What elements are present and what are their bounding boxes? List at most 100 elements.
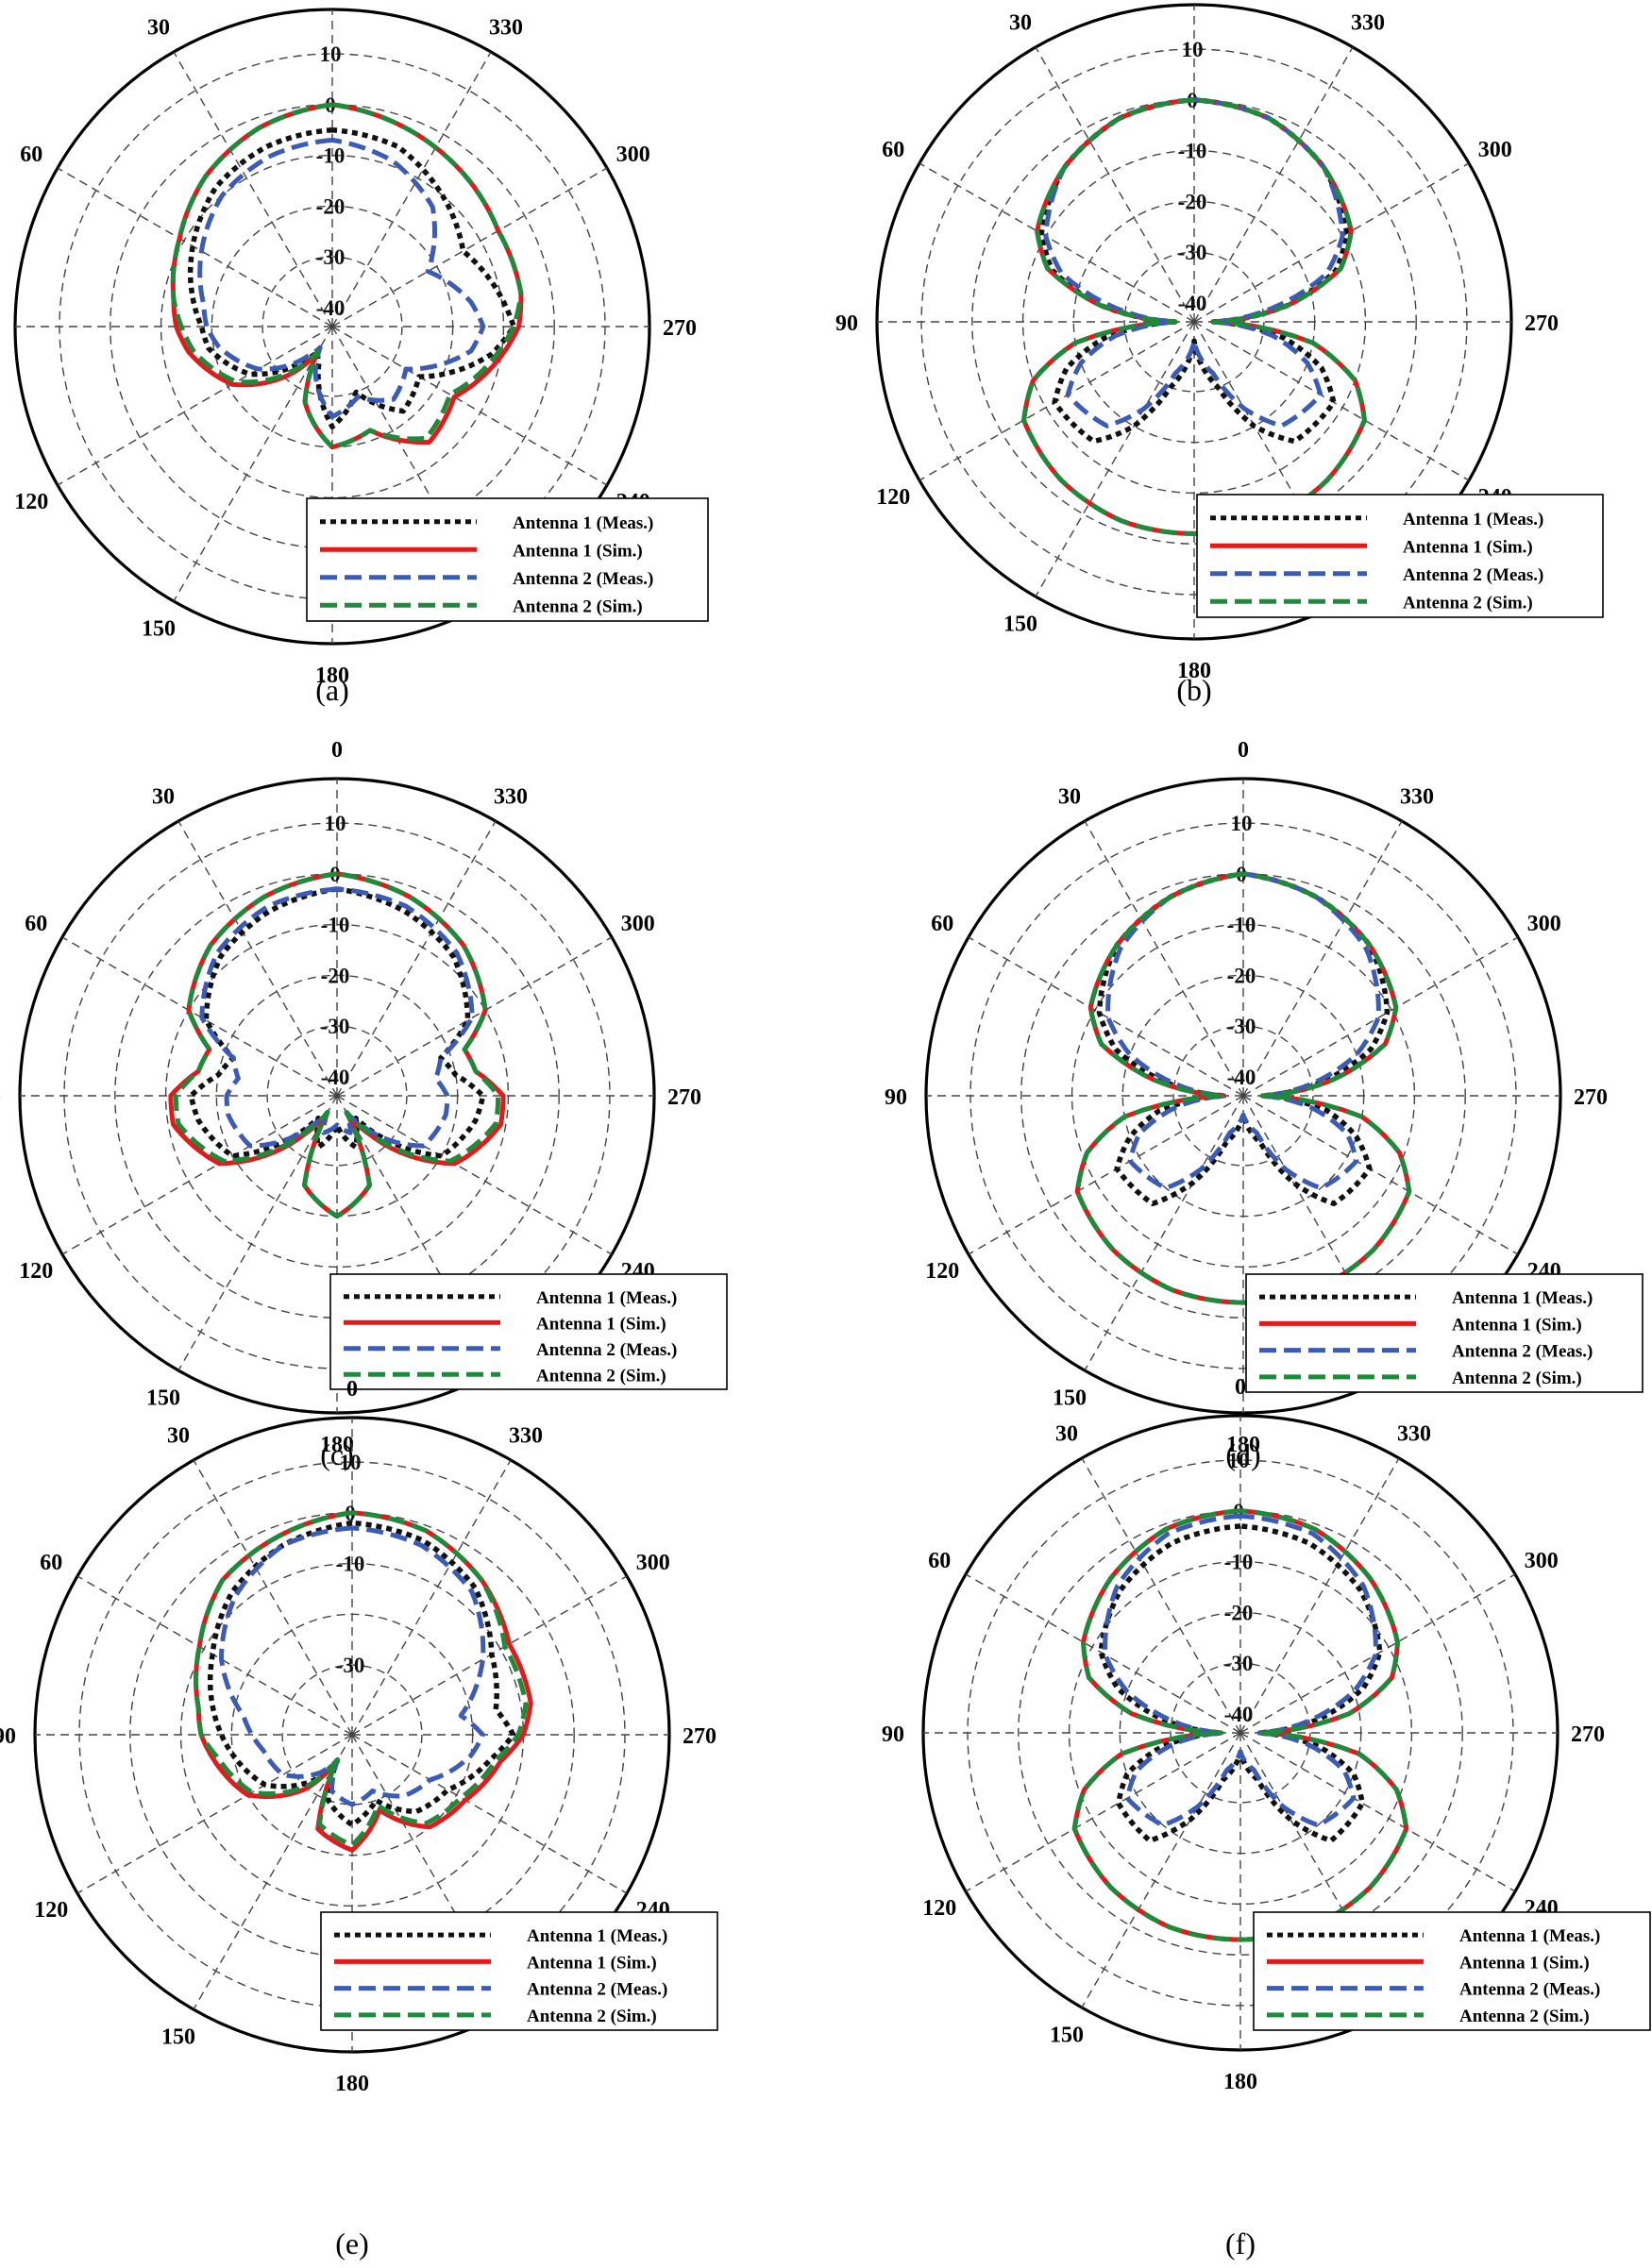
grid-spoke — [1084, 820, 1244, 1097]
grid-spoke — [1193, 46, 1354, 323]
legend: Antenna 1 (Meas.) Antenna 1 (Sim.) Antenna… — [1253, 1911, 1651, 2031]
angle-tick-label: 330 — [489, 15, 523, 40]
grid-spoke — [968, 936, 1244, 1097]
legend-label: Antenna 2 (Meas.) — [1403, 565, 1543, 585]
angle-tick-label: 180 — [335, 2072, 369, 2096]
angle-tick-label: 270 — [1571, 1722, 1605, 1747]
legend-label: Antenna 2 (Sim.) — [1452, 1369, 1582, 1388]
grid-circle — [129, 1512, 575, 1957]
angle-tick-label: 150 — [1053, 1386, 1087, 1411]
angle-tick-label: 300 — [616, 143, 650, 167]
grid-spoke — [1239, 1732, 1400, 2008]
angle-tick-label: 30 — [167, 1423, 190, 1448]
legend-label: Antenna 2 (Meas.) — [1459, 1980, 1600, 2000]
radial-tick-label: -30 — [1224, 1652, 1254, 1675]
radial-tick-label: -10 — [1224, 1551, 1254, 1574]
grid-spoke — [1239, 1732, 1516, 1892]
radial-tick-label: 10 — [320, 42, 342, 66]
grid-spoke — [1242, 820, 1403, 1097]
series-line-antenna-2-sim — [1071, 1508, 1409, 1942]
angle-tick-label: 60 — [882, 138, 904, 162]
polar-chart-5: 0306090120150180240270300330100-10-30Ant… — [0, 1377, 718, 2260]
radial-tick-label: -20 — [1178, 190, 1207, 213]
grid-spoke — [57, 326, 333, 486]
radial-tick-label: -20 — [321, 964, 350, 987]
grid-circle — [1172, 1025, 1314, 1167]
angle-tick-label: 180 — [1177, 659, 1211, 683]
grid-circle — [261, 256, 403, 397]
radial-tick-label: -10 — [336, 1553, 365, 1576]
series-line-antenna-1-meas — [1038, 97, 1350, 445]
polar-chart-1: 0306090120150180240270300330100-10-20-30… — [13, 8, 709, 707]
grid-spoke — [1081, 1732, 1241, 2008]
angle-tick-label: 150 — [146, 1386, 180, 1411]
angle-tick-label: 0 — [1238, 738, 1249, 763]
radial-tick-label: -30 — [1227, 1015, 1256, 1038]
legend-label: Antenna 2 (Sim.) — [527, 2007, 657, 2026]
grid-circle — [266, 1025, 408, 1167]
grid-spoke — [193, 1459, 353, 1736]
angle-tick-label: 270 — [667, 1085, 701, 1110]
angle-tick-label: 120 — [34, 1898, 68, 1923]
radial-tick-label: -40 — [1227, 1066, 1256, 1089]
legend-label: Antenna 1 (Sim.) — [513, 541, 643, 561]
angle-tick-label: 60 — [25, 912, 47, 936]
angle-tick-label: 180 — [1223, 2070, 1257, 2094]
grid-spoke — [177, 1095, 338, 1371]
legend-label: Antenna 2 (Meas.) — [1452, 1342, 1593, 1362]
radial-tick-label: -20 — [1224, 1601, 1254, 1624]
legend-label: Antenna 1 (Meas.) — [1459, 1926, 1600, 1946]
grid-spoke — [968, 1095, 1244, 1255]
radial-tick-label: -40 — [1224, 1703, 1254, 1726]
grid-spoke — [351, 1734, 512, 2010]
series-line-antenna-2-meas — [1103, 1513, 1378, 1828]
angle-tick-label: 330 — [509, 1423, 543, 1448]
angle-tick-label: 150 — [1050, 2024, 1084, 2048]
grid-spoke — [1242, 936, 1519, 1097]
radial-tick-label: -20 — [316, 194, 346, 218]
series-line-antenna-2-meas — [219, 1525, 486, 1807]
series-line-antenna-1-meas — [1096, 871, 1391, 1207]
polar-chart-6: 0306090120150180240270300330100-10-20-30… — [882, 1375, 1651, 2260]
panel-caption: (f) — [1225, 2226, 1256, 2260]
radial-tick-label: -30 — [1178, 241, 1207, 264]
grid-circle — [110, 104, 555, 549]
radial-tick-label: -30 — [336, 1654, 365, 1677]
legend-label: Antenna 1 (Meas.) — [536, 1288, 677, 1308]
legend-label: Antenna 2 (Sim.) — [1403, 593, 1533, 613]
angle-tick-label: 180 — [315, 664, 349, 688]
grid-circle — [1170, 1662, 1311, 1804]
series-line-antenna-2-sim — [1074, 871, 1412, 1305]
series-line-antenna-2-sim — [1021, 97, 1367, 536]
legend-label: Antenna 1 (Meas.) — [1452, 1288, 1593, 1308]
grid-spoke — [1239, 1573, 1516, 1734]
radial-tick-label: 10 — [1182, 38, 1204, 61]
legend: Antenna 1 (Meas.) Antenna 1 (Sim.) Antenna… — [329, 1273, 728, 1390]
legend-label: Antenna 1 (Sim.) — [536, 1314, 666, 1334]
panel-caption: (b) — [1176, 673, 1211, 707]
legend-label: Antenna 2 (Sim.) — [1459, 2007, 1590, 2026]
grid-spoke — [336, 820, 497, 1097]
grid-spoke — [173, 51, 333, 328]
series-line-antenna-2-sim — [173, 871, 501, 1219]
polar-chart-2: 0306090120150180240270300330100-10-20-30… — [835, 3, 1604, 707]
legend-box — [306, 497, 709, 622]
legend-label: Antenna 1 (Meas.) — [1403, 510, 1543, 529]
legend-label: Antenna 2 (Meas.) — [527, 1980, 667, 2000]
legend-box — [329, 1273, 728, 1390]
legend-label: Antenna 1 (Sim.) — [527, 1953, 657, 1973]
series-line-antenna-1-sim — [194, 1510, 533, 1853]
angle-tick-label: 300 — [621, 912, 655, 936]
angle-tick-label: 150 — [142, 617, 176, 642]
legend-label: Antenna 2 (Meas.) — [536, 1340, 677, 1360]
angle-tick-label: 270 — [1574, 1085, 1608, 1110]
legend-label: Antenna 1 (Sim.) — [1452, 1315, 1582, 1335]
angle-tick-label: 120 — [19, 1259, 53, 1284]
angle-tick-label: 300 — [636, 1551, 670, 1575]
angle-tick-label: 0 — [331, 738, 343, 763]
angle-tick-label: 90 — [885, 1085, 907, 1110]
legend-label: Antenna 2 (Sim.) — [513, 596, 643, 616]
radial-tick-label: -40 — [316, 296, 346, 320]
angle-tick-label: 150 — [161, 2025, 195, 2050]
angle-tick-label: 120 — [922, 1896, 956, 1921]
